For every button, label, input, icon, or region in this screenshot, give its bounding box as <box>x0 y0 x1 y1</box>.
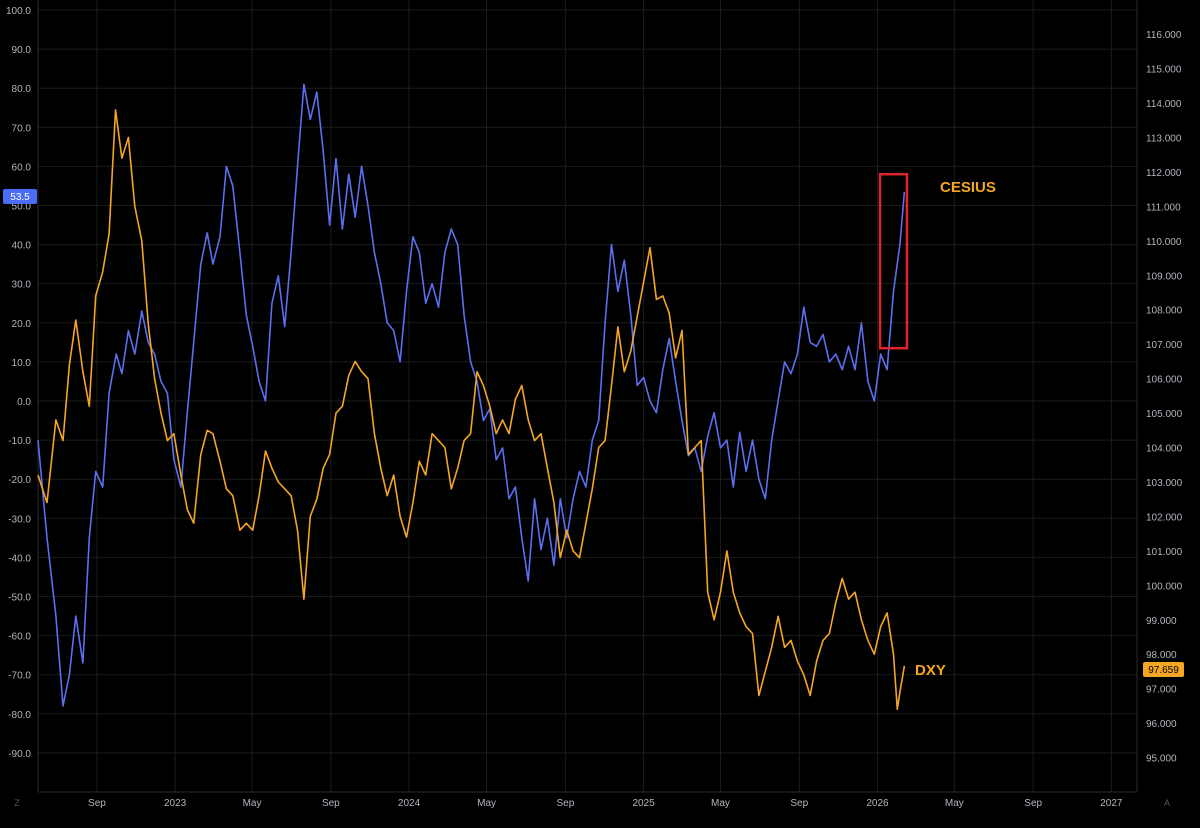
left-axis-tick-label: -70.0 <box>8 671 31 682</box>
left-corner-icon[interactable]: Z <box>14 798 20 808</box>
right-axis-tick-label: 109.000 <box>1146 271 1183 282</box>
series-line-dxy <box>37 109 906 711</box>
x-axis-tick-label: Sep <box>556 798 574 809</box>
x-axis-tick-label: May <box>477 798 496 809</box>
right-value-badge <box>1143 662 1184 677</box>
right-axis-tick-label: 103.000 <box>1146 478 1183 489</box>
right-axis-tick-label: 99.000 <box>1146 616 1177 627</box>
right-axis-tick-label: 114.000 <box>1146 99 1182 110</box>
cesius-annotation-label: CESIUS <box>940 179 996 196</box>
left-axis-tick-label: 80.0 <box>12 84 32 95</box>
x-axis-tick-label: 2024 <box>398 798 421 809</box>
grid-lines <box>37 0 1138 793</box>
right-axis-tick-label: 101.000 <box>1146 547 1183 558</box>
left-y-axis: 100.0 90.0 80.0 70.0 60.0 50.0 40.0 30.0 20.0 10.… <box>6 6 31 760</box>
right-axis-tick-label: 104.000 <box>1146 444 1183 455</box>
right-axis-tick-label: 107.000 <box>1146 340 1183 351</box>
right-axis-tick-label: 110.000 <box>1146 237 1182 248</box>
right-axis-tick-label: 105.000 <box>1146 409 1183 420</box>
left-value-badge <box>3 189 37 204</box>
left-axis-tick-label: 90.0 <box>12 45 32 56</box>
right-y-axis: 116.000 115.000 114.000 113.000 112.000 111.0… <box>1146 30 1183 764</box>
x-axis-tick-label: 2027 <box>1100 798 1123 809</box>
x-axis: Sep 2023 May Sep 2024 May Sep 2025 May Sep 2026 May… <box>88 798 1123 809</box>
left-axis-tick-label: -40.0 <box>8 553 31 564</box>
series-lines <box>37 83 906 711</box>
value-badges: 53.5 97.659 <box>3 189 1184 677</box>
right-axis-tick-label: 98.000 <box>1146 650 1177 661</box>
left-axis-tick-label: 30.0 <box>12 280 32 291</box>
left-axis-tick-label: 100.0 <box>6 6 31 17</box>
x-axis-tick-label: Sep <box>1024 798 1042 809</box>
left-axis-tick-label: 70.0 <box>12 123 32 134</box>
right-axis-tick-label: 95.000 <box>1146 754 1177 765</box>
left-axis-tick-label: -20.0 <box>8 475 31 486</box>
corner-controls: Z A <box>14 798 1170 808</box>
left-axis-tick-label: 50.0 <box>12 202 32 213</box>
right-axis-tick-label: 108.000 <box>1146 306 1183 317</box>
left-value-badge-text: 53.5 <box>10 192 30 203</box>
right-axis-tick-label: 116.000 <box>1146 30 1182 41</box>
right-axis-tick-label: 102.000 <box>1146 512 1183 523</box>
right-value-badge-text: 97.659 <box>1148 665 1179 676</box>
right-axis-tick-label: 106.000 <box>1146 375 1183 386</box>
highlight-box <box>878 172 909 350</box>
left-axis-tick-label: 20.0 <box>12 319 32 330</box>
right-corner-icon[interactable]: A <box>1164 798 1170 808</box>
left-axis-tick-label: -80.0 <box>8 710 31 721</box>
x-axis-tick-label: May <box>243 798 262 809</box>
right-axis-tick-label: 96.000 <box>1146 719 1177 730</box>
x-axis-tick-label: 2026 <box>866 798 889 809</box>
right-axis-tick-label: 111.000 <box>1146 202 1181 213</box>
x-axis-tick-label: May <box>945 798 964 809</box>
x-axis-tick-label: Sep <box>88 798 106 809</box>
annotations: CESIUS DXY <box>878 172 996 679</box>
x-axis-tick-label: 2023 <box>164 798 187 809</box>
left-axis-tick-label: 60.0 <box>12 162 32 173</box>
right-axis-tick-label: 112.000 <box>1146 168 1182 179</box>
left-axis-tick-label: -10.0 <box>8 436 31 447</box>
series-line-cesius <box>37 83 906 707</box>
left-axis-tick-label: 40.0 <box>12 241 32 252</box>
right-axis-tick-label: 97.000 <box>1146 685 1177 696</box>
right-axis-tick-label: 113.000 <box>1146 133 1182 144</box>
dxy-annotation-label: DXY <box>915 662 946 679</box>
x-axis-tick-label: 2025 <box>632 798 655 809</box>
right-axis-tick-label: 100.000 <box>1146 581 1183 592</box>
left-axis-tick-label: -60.0 <box>8 632 31 643</box>
left-axis-tick-label: 0.0 <box>17 397 31 408</box>
x-axis-tick-label: Sep <box>322 798 340 809</box>
left-axis-tick-label: -90.0 <box>8 749 31 760</box>
right-axis-tick-label: 115.000 <box>1146 65 1182 76</box>
left-axis-tick-label: 10.0 <box>12 358 32 369</box>
left-axis-tick-label: -50.0 <box>8 593 31 604</box>
x-axis-tick-label: Sep <box>790 798 808 809</box>
left-axis-tick-label: -30.0 <box>8 514 31 525</box>
x-axis-tick-label: May <box>711 798 730 809</box>
